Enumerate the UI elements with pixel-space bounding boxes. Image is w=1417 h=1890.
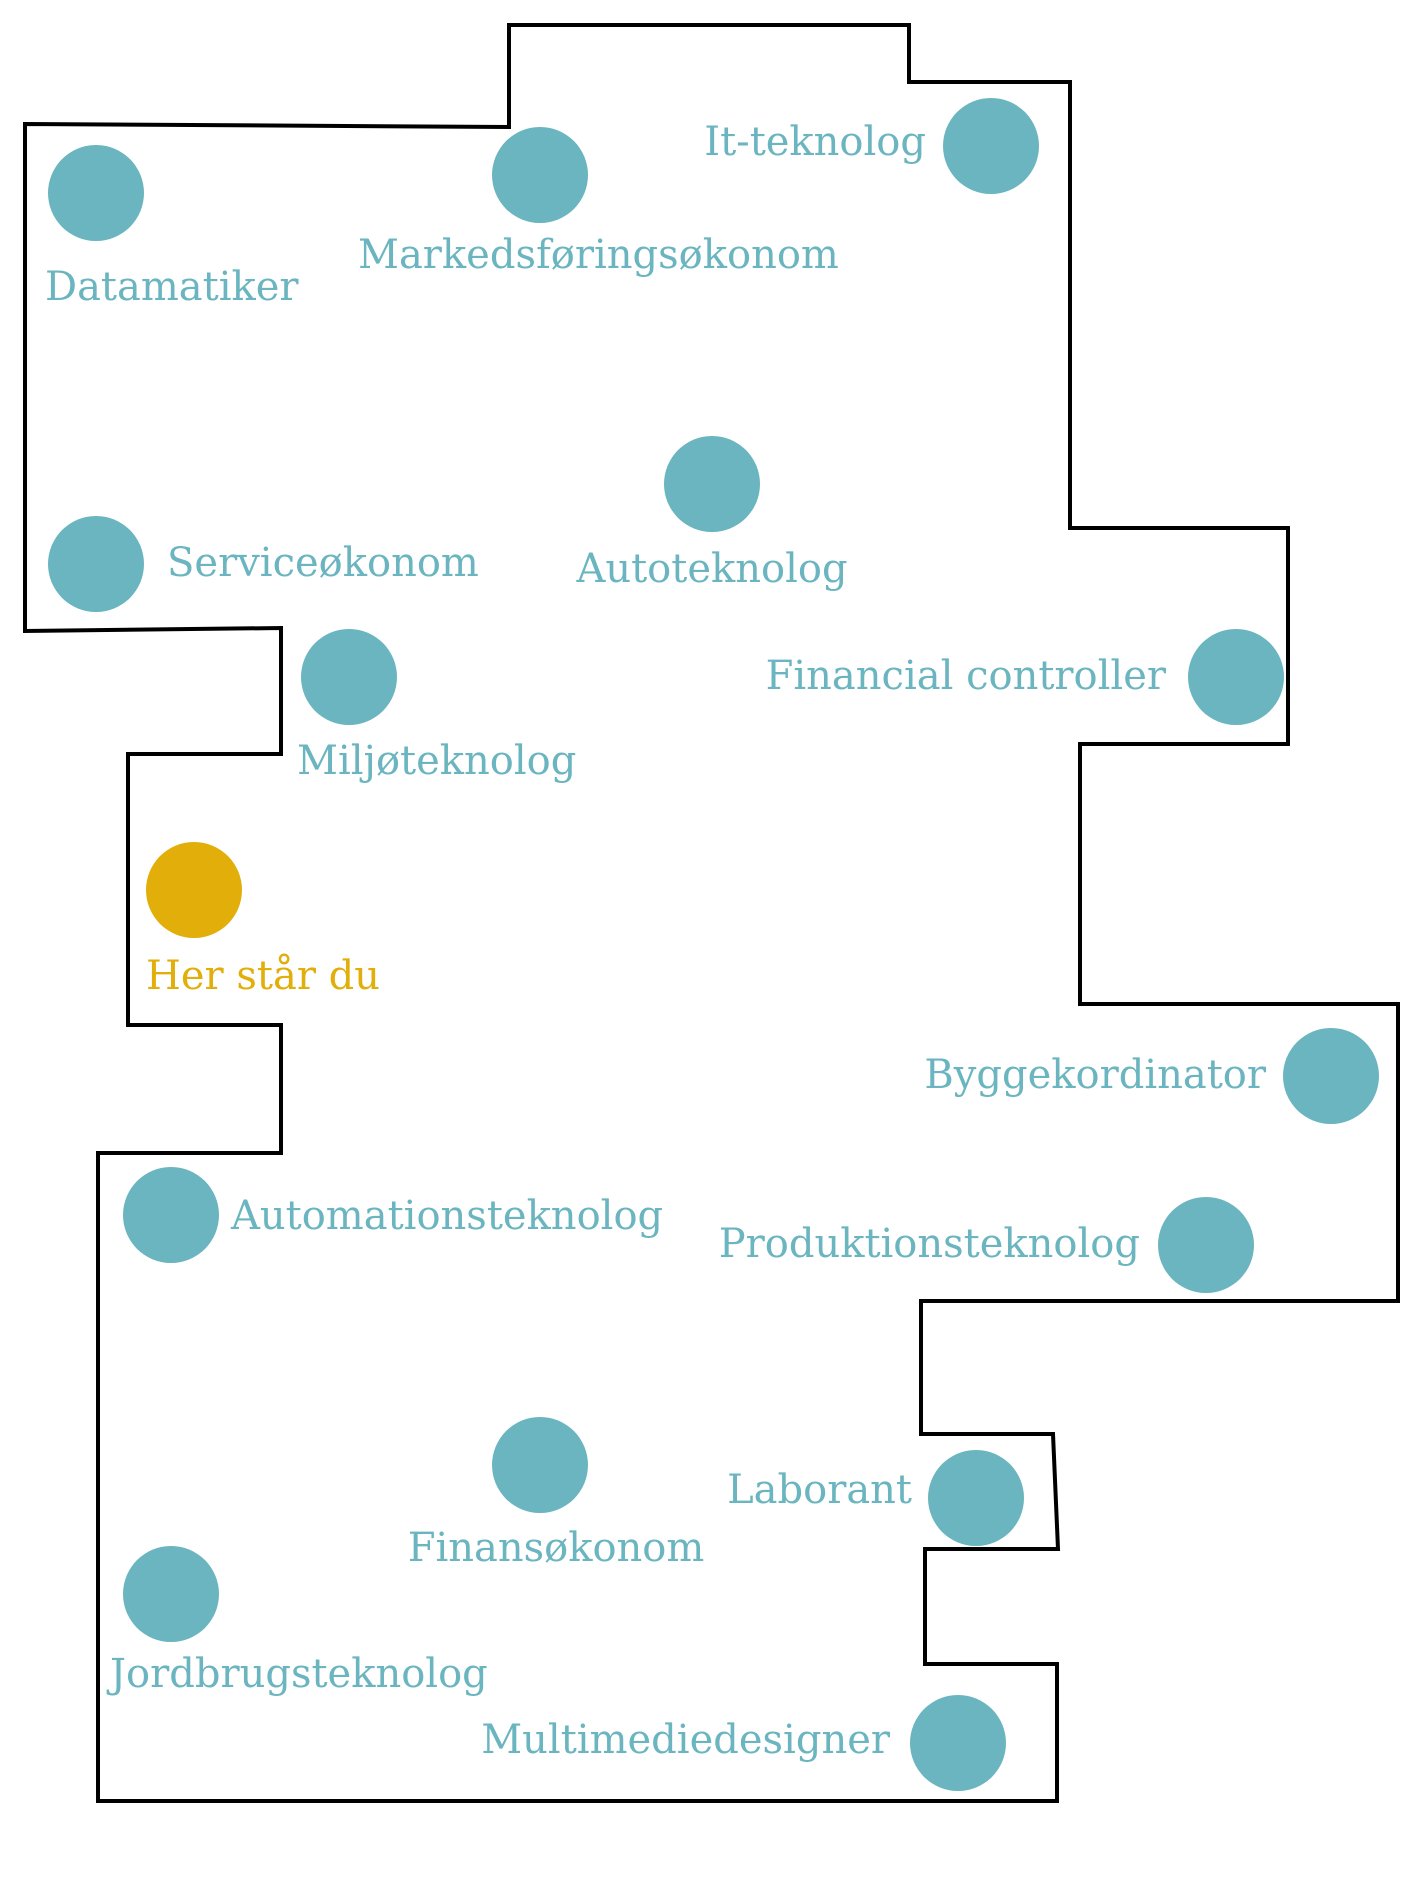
station-it-teknolog[interactable]: It-teknolog xyxy=(704,98,1039,194)
station-label: Serviceøkonom xyxy=(167,540,479,586)
station-multimediedesigner[interactable]: Multimediedesigner xyxy=(481,1695,1006,1791)
station-datamatiker[interactable]: Datamatiker xyxy=(45,145,299,310)
station-marker-icon[interactable] xyxy=(928,1450,1024,1546)
station-automationsteknolog[interactable]: Automationsteknolog xyxy=(123,1167,663,1263)
station-jordbrugsteknolog[interactable]: Jordbrugsteknolog xyxy=(106,1546,488,1697)
station-markedsforingsokonom[interactable]: Markedsføringsøkonom xyxy=(358,127,839,278)
current-position-layer: Her står du xyxy=(146,842,380,999)
current-position: Her står du xyxy=(146,842,380,999)
you-are-here-icon xyxy=(146,842,242,938)
station-label: Laborant xyxy=(727,1467,912,1513)
station-marker-icon[interactable] xyxy=(1158,1197,1254,1293)
station-finansokonom[interactable]: Finansøkonom xyxy=(408,1417,705,1571)
station-label: Datamatiker xyxy=(45,264,299,310)
floor-outline xyxy=(23,23,1400,1803)
station-label: Markedsføringsøkonom xyxy=(358,232,839,278)
station-miljoteknolog[interactable]: Miljøteknolog xyxy=(297,629,576,784)
station-marker-icon[interactable] xyxy=(664,436,760,532)
station-label: Finansøkonom xyxy=(408,1525,705,1571)
station-serviceokonom[interactable]: Serviceøkonom xyxy=(48,516,479,612)
station-label: Byggekordinator xyxy=(924,1052,1266,1098)
station-marker-icon[interactable] xyxy=(48,516,144,612)
station-marker-icon[interactable] xyxy=(123,1167,219,1263)
station-label: Produktionsteknolog xyxy=(719,1221,1140,1267)
station-marker-icon[interactable] xyxy=(48,145,144,241)
station-laborant[interactable]: Laborant xyxy=(727,1450,1024,1546)
station-marker-icon[interactable] xyxy=(301,629,397,725)
station-marker-icon[interactable] xyxy=(943,98,1039,194)
station-label: Multimediedesigner xyxy=(481,1717,891,1763)
you-are-here-label: Her står du xyxy=(146,953,380,999)
station-label: Jordbrugsteknolog xyxy=(106,1651,488,1697)
station-label: Automationsteknolog xyxy=(230,1193,663,1239)
station-label: Miljøteknolog xyxy=(297,738,576,784)
station-financial-controller[interactable]: Financial controller xyxy=(766,629,1284,725)
station-byggekordinator[interactable]: Byggekordinator xyxy=(924,1028,1379,1124)
station-marker-icon[interactable] xyxy=(1188,629,1284,725)
station-marker-icon[interactable] xyxy=(492,1417,588,1513)
station-label: It-teknolog xyxy=(704,119,926,165)
station-label: Autoteknolog xyxy=(575,546,847,592)
station-marker-icon[interactable] xyxy=(123,1546,219,1642)
station-autoteknolog[interactable]: Autoteknolog xyxy=(575,436,848,592)
station-produktionsteknolog[interactable]: Produktionsteknolog xyxy=(719,1197,1254,1293)
stations-layer: Datamatiker Markedsføringsøkonom It-teknol… xyxy=(45,98,1379,1791)
station-label: Financial controller xyxy=(766,653,1167,699)
station-marker-icon[interactable] xyxy=(910,1695,1006,1791)
station-marker-icon[interactable] xyxy=(1283,1028,1379,1124)
station-marker-icon[interactable] xyxy=(492,127,588,223)
